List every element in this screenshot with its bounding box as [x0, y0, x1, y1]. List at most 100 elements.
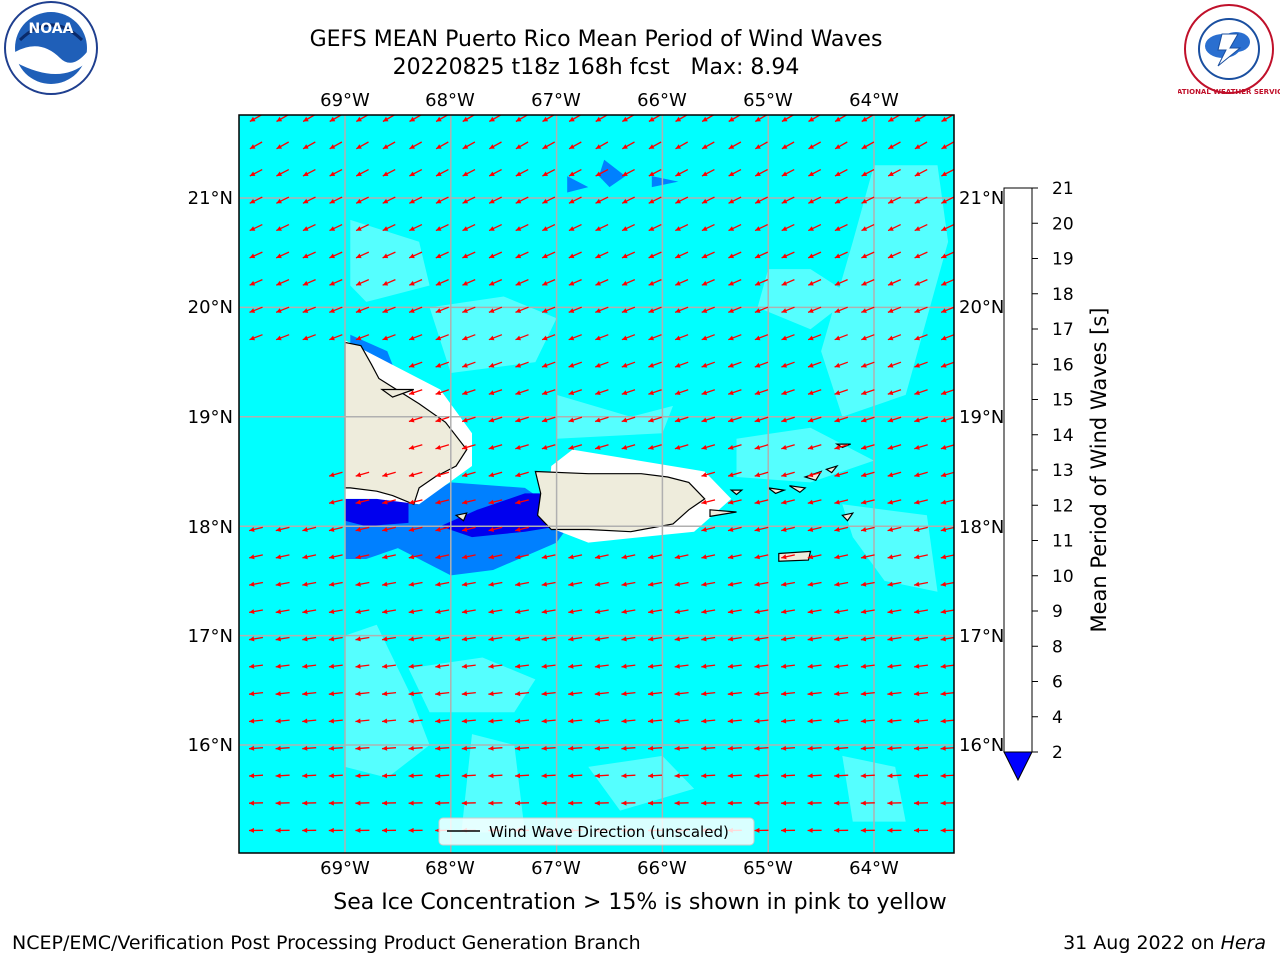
wave-arrow-head [408, 636, 414, 642]
wave-arrow-head [887, 445, 894, 450]
wave-arrow-head [648, 362, 654, 368]
wave-arrow-head [408, 472, 415, 478]
wave-arrow-head [382, 663, 388, 669]
wave-arrow-head [674, 609, 681, 614]
wave-arrow-head [674, 581, 681, 587]
wave-arrow-head [515, 390, 521, 395]
wave-arrow-head [834, 335, 841, 341]
wave-arrow-head [249, 554, 255, 560]
wave-arrow-head [488, 390, 495, 395]
wave-arrow-head [727, 745, 733, 751]
colorbar-tick-label: 2 [1052, 743, 1063, 763]
wave-arrow-head [621, 308, 628, 313]
wave-arrow-head [594, 609, 601, 614]
wave-arrow-head [807, 472, 814, 478]
wave-arrow-head [940, 800, 946, 806]
wave-arrow-head [941, 308, 947, 313]
wave-arrow-head [382, 636, 388, 642]
wave-arrow-head [462, 390, 468, 395]
wave-arrow-head [302, 226, 309, 231]
wave-arrow-head [834, 800, 840, 806]
wave-arrow-head [701, 773, 707, 779]
vieques-island [709, 509, 737, 518]
footer-machine: Hera [1220, 932, 1266, 954]
wave-arrow-head [754, 636, 760, 642]
wave-arrow-head [515, 226, 522, 231]
wave-arrow-head [834, 390, 841, 395]
wave-arrow-head [941, 226, 947, 231]
wave-arrow-head [834, 663, 840, 669]
wave-arrow-head [755, 198, 761, 204]
wave-arrow-head [595, 226, 602, 231]
wave-arrow-head [515, 718, 521, 724]
wave-arrow-head [275, 609, 282, 614]
wave-arrow-head [302, 800, 308, 806]
wave-arrow-head [860, 663, 867, 669]
wave-arrow-head [408, 827, 414, 833]
wave-arrow-head [648, 554, 654, 560]
wave-arrow-head [356, 198, 362, 204]
wave-arrow-head [302, 718, 308, 724]
wave-arrow-head [648, 745, 654, 751]
mona-island [454, 512, 468, 522]
wave-arrow-head [409, 362, 415, 368]
wave-arrow-head [462, 280, 468, 286]
wave-arrow-head [860, 745, 866, 751]
wave-arrow-head [488, 362, 495, 368]
wave-arrow-head [621, 445, 628, 450]
wave-arrow-head [781, 280, 788, 286]
wave-arrow-head [755, 144, 761, 149]
wave-arrow-head [941, 362, 947, 368]
wave-arrow-head [515, 609, 521, 614]
st-croix-island [778, 550, 812, 562]
wave-arrow-head [488, 472, 495, 478]
wave-arrow-head [675, 280, 681, 286]
wave-arrow-head [781, 691, 787, 697]
wave-arrow-head [488, 800, 494, 806]
wave-arrow-head [860, 718, 866, 724]
wave-arrow-head [328, 800, 334, 806]
wave-arrow-head [781, 581, 787, 587]
wave-arrow-head [382, 253, 389, 259]
map-area [239, 115, 954, 853]
wave-arrow-head [834, 581, 840, 587]
wave-arrow-head [382, 198, 389, 204]
footer-branch: NCEP/EMC/Verification Post Processing Pr… [12, 932, 641, 954]
wave-arrow-head [754, 745, 760, 751]
wave-arrow-head [328, 827, 334, 833]
wave-arrow-head [648, 116, 655, 122]
wave-arrow-head [861, 308, 867, 313]
lat-label-left: 17°N [188, 626, 233, 647]
lon-label-bottom: 65°W [743, 858, 793, 879]
wave-arrow-head [461, 636, 468, 642]
wave-arrow-head [887, 362, 894, 368]
field-patch [567, 176, 589, 193]
wave-arrow-head [701, 800, 707, 806]
wave-arrow-head [754, 445, 761, 450]
wave-arrow-head [435, 198, 442, 204]
lon-label-top: 64°W [849, 90, 899, 111]
wave-arrow-head [435, 691, 441, 697]
wave-arrow-head [541, 800, 547, 806]
nws-logo-text: NATIONAL WEATHER SERVICE [1178, 88, 1280, 96]
anguilla-island [841, 512, 855, 522]
wave-arrow-head [701, 226, 708, 231]
wave-arrow-head [355, 581, 361, 587]
wave-arrow-head [727, 609, 734, 614]
wave-arrow-head [249, 745, 255, 751]
wave-arrow-head [249, 718, 255, 724]
wave-arrow-head [488, 609, 494, 614]
wave-arrow-head [807, 636, 813, 642]
wave-arrow-head [303, 116, 309, 122]
wave-arrow-head [622, 171, 628, 176]
wave-arrow-head [595, 417, 601, 423]
wave-arrow-head [755, 171, 761, 176]
lat-label-right: 17°N [959, 626, 1004, 647]
wave-arrow-head [675, 390, 681, 395]
wave-arrow-head [754, 581, 760, 587]
wave-arrow-head [807, 445, 814, 450]
wave-arrow-head [754, 718, 760, 724]
wave-arrow-head [488, 773, 494, 779]
wave-arrow-head [461, 800, 467, 806]
wave-arrow-head [594, 663, 601, 669]
